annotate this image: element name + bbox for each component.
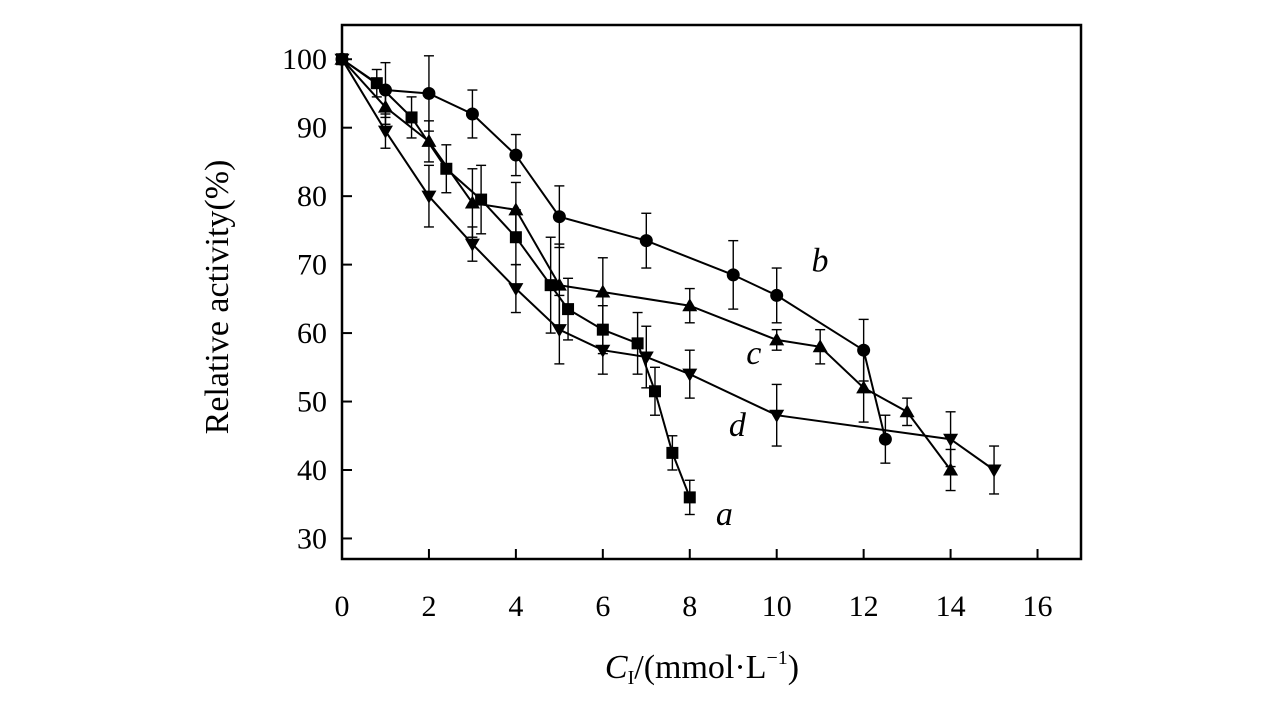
x-tick-label: 0 — [335, 590, 350, 623]
data-point — [726, 268, 740, 282]
data-point — [638, 351, 654, 365]
data-point — [464, 238, 480, 252]
series-label-b: b — [811, 242, 828, 279]
data-point — [551, 277, 567, 291]
x-axis-title: CI/(mmol·L−1) — [605, 647, 799, 689]
data-point — [509, 148, 523, 162]
data-point — [475, 193, 488, 206]
series-label-c: c — [746, 335, 761, 372]
plot-frame — [340, 23, 1083, 561]
series-a: a — [336, 53, 733, 533]
x-tick-label: 6 — [595, 590, 610, 623]
data-point — [421, 133, 437, 147]
data-point — [770, 288, 784, 302]
data-point — [552, 210, 566, 224]
data-point — [769, 332, 785, 346]
data-point — [465, 107, 479, 121]
data-point — [421, 190, 437, 204]
data-point — [508, 202, 524, 216]
data-point — [648, 385, 661, 398]
data-point — [377, 99, 393, 113]
data-point — [595, 344, 611, 358]
series-c: c — [334, 51, 959, 492]
y-tick-label: 70 — [297, 249, 327, 282]
data-point — [943, 433, 959, 447]
x-tick-label: 2 — [421, 590, 436, 623]
data-point — [856, 380, 872, 394]
data-point — [508, 283, 524, 297]
x-tick-label: 14 — [936, 590, 966, 623]
data-point — [377, 125, 393, 139]
data-point — [405, 111, 418, 124]
data-point — [595, 284, 611, 298]
y-tick-label: 90 — [297, 112, 327, 145]
series-line-d — [341, 58, 995, 471]
y-tick-label: 40 — [297, 454, 327, 487]
x-tick-label: 10 — [762, 590, 792, 623]
y-tick-label: 50 — [297, 386, 327, 419]
x-tick-label: 8 — [682, 590, 697, 623]
series-layer: a b cd — [334, 51, 1002, 533]
data-point — [464, 195, 480, 209]
data-point — [943, 462, 959, 476]
data-point — [551, 324, 567, 338]
series-d: d — [334, 53, 1002, 495]
data-point — [562, 303, 575, 316]
data-point — [422, 86, 436, 100]
data-point — [631, 337, 644, 350]
x-tick-label: 4 — [508, 590, 523, 623]
data-point — [682, 368, 698, 382]
data-point — [683, 491, 696, 504]
y-tick-label: 100 — [282, 43, 327, 76]
x-tick-label: 12 — [849, 590, 879, 623]
x-tick-label: 16 — [1023, 590, 1053, 623]
series-b: b — [335, 52, 892, 464]
data-point — [639, 234, 653, 248]
data-point — [899, 404, 915, 418]
y-tick-label: 60 — [297, 317, 327, 350]
y-axis-title: Relative activity(%) — [199, 160, 236, 435]
series-label-d: d — [729, 407, 747, 444]
y-tick-label: 80 — [297, 180, 327, 213]
y-tick-label: 30 — [297, 522, 327, 555]
data-point — [682, 298, 698, 312]
data-point — [986, 464, 1002, 478]
data-point — [878, 432, 892, 446]
data-point — [666, 446, 679, 459]
data-point — [769, 409, 785, 423]
data-point — [334, 53, 350, 67]
axis-ticks: 0 2 4 6 8 10 12 14 16 30 40 50 60 70 80 90 100 — [282, 43, 1053, 623]
data-point — [812, 339, 828, 353]
series-line-b — [341, 58, 887, 440]
series-label-a: a — [716, 496, 733, 533]
